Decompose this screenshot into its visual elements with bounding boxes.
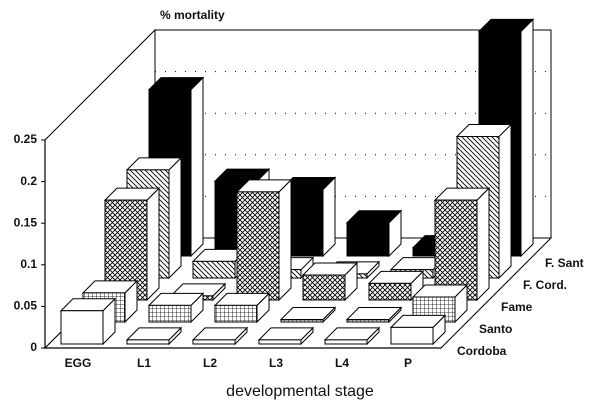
y-tick-label: 0.1 — [20, 257, 37, 271]
bar-front — [346, 222, 390, 257]
bar-front — [214, 304, 258, 323]
legend-label: Cordoba — [457, 344, 507, 358]
bar-front — [148, 304, 192, 323]
bar-side — [278, 178, 292, 302]
bar-side — [498, 123, 512, 280]
bar-front — [192, 260, 236, 279]
bar-side — [476, 186, 490, 302]
bar — [433, 186, 491, 302]
y-tick-label: 0.2 — [20, 174, 37, 188]
bar-front — [258, 339, 302, 345]
legend-label: Fame — [501, 300, 533, 314]
bar — [345, 209, 403, 258]
bar — [147, 292, 205, 324]
bar — [301, 261, 359, 302]
y-tick-label: 0.15 — [14, 215, 38, 229]
y-tick-label: 0.05 — [14, 299, 38, 313]
bar — [191, 326, 249, 346]
bar — [345, 306, 403, 324]
bar — [279, 306, 337, 324]
x-tick-label: L3 — [269, 356, 283, 370]
bar — [103, 186, 161, 302]
bar-front — [302, 274, 346, 301]
x-tick-label: L1 — [137, 356, 151, 370]
bar-front — [126, 339, 170, 345]
y-tick-label: 0.25 — [14, 132, 38, 146]
bar — [257, 326, 315, 346]
x-tick-label: EGG — [65, 356, 92, 370]
bar-front — [390, 326, 434, 345]
y-tick-label: 0 — [30, 340, 37, 354]
legend-label: F. Cord. — [523, 278, 567, 292]
bar — [59, 297, 117, 346]
bar-side — [322, 176, 336, 258]
bar-side — [146, 186, 160, 302]
bar — [235, 178, 293, 302]
bar-side — [168, 156, 182, 280]
bar-front — [192, 339, 236, 345]
x-tick-label: L2 — [203, 356, 217, 370]
bar-front — [346, 319, 390, 323]
bar-side — [520, 18, 534, 258]
bar-front — [368, 282, 412, 301]
bar-front — [60, 310, 104, 345]
bar — [125, 326, 183, 346]
x-tick-label: L4 — [335, 356, 349, 370]
bar — [367, 270, 425, 302]
bar — [213, 292, 271, 324]
y-axis-title: % mortality — [160, 8, 225, 22]
bar-side — [190, 76, 204, 258]
bar-front — [280, 319, 324, 323]
bar-front — [236, 191, 280, 301]
bar — [389, 314, 447, 346]
x-tick-label: P — [404, 356, 412, 370]
bar — [323, 326, 381, 346]
x-axis-title: developmental stage — [226, 383, 374, 400]
legend-label: Santo — [479, 322, 512, 336]
legend-label: F. Sant — [545, 256, 584, 270]
bar-front — [324, 339, 368, 345]
